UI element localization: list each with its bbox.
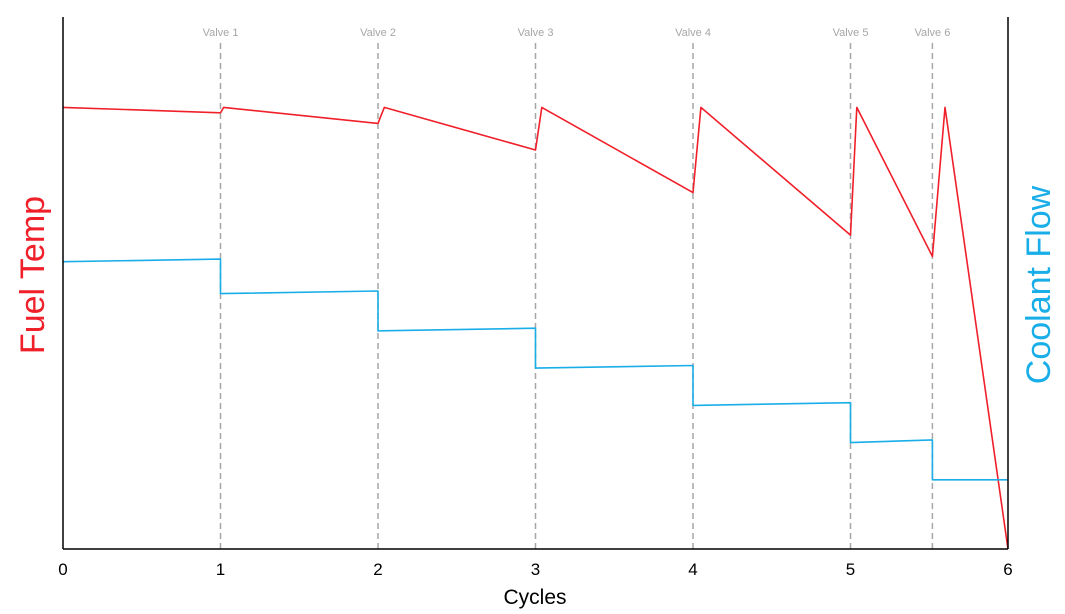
x-tick-label: 5 xyxy=(846,560,855,579)
coolant-flow-series xyxy=(62,258,1008,481)
y-axis-title-right: Coolant Flow xyxy=(1020,185,1058,384)
valve-markers: Valve 1 Valve 2 Valve 3 Valve 4 Valve 5 Valve… xyxy=(203,27,950,549)
fuel-temp-series xyxy=(62,106,1009,550)
valve-label-3: Valve 3 xyxy=(518,27,554,39)
axes xyxy=(62,17,1009,550)
x-tick-label: 0 xyxy=(58,560,67,579)
x-tick-label: 2 xyxy=(373,560,382,579)
valve-label-5: Valve 5 xyxy=(833,27,869,39)
valve-label-4: Valve 4 xyxy=(675,27,711,39)
x-tick-label: 6 xyxy=(1003,560,1012,579)
valve-label-6: Valve 6 xyxy=(914,27,950,39)
valve-label-2: Valve 2 xyxy=(360,27,396,39)
valve-label-1: Valve 1 xyxy=(203,27,239,39)
y-axis-title-left: Fuel Temp xyxy=(14,196,52,354)
x-tick-label: 1 xyxy=(216,560,225,579)
x-tick-labels: 0 1 2 3 4 5 6 xyxy=(58,560,1012,579)
series-lines xyxy=(62,106,1009,550)
x-tick-label: 3 xyxy=(531,560,540,579)
x-axis-title: Cycles xyxy=(503,586,566,609)
x-tick-label: 4 xyxy=(688,560,697,579)
